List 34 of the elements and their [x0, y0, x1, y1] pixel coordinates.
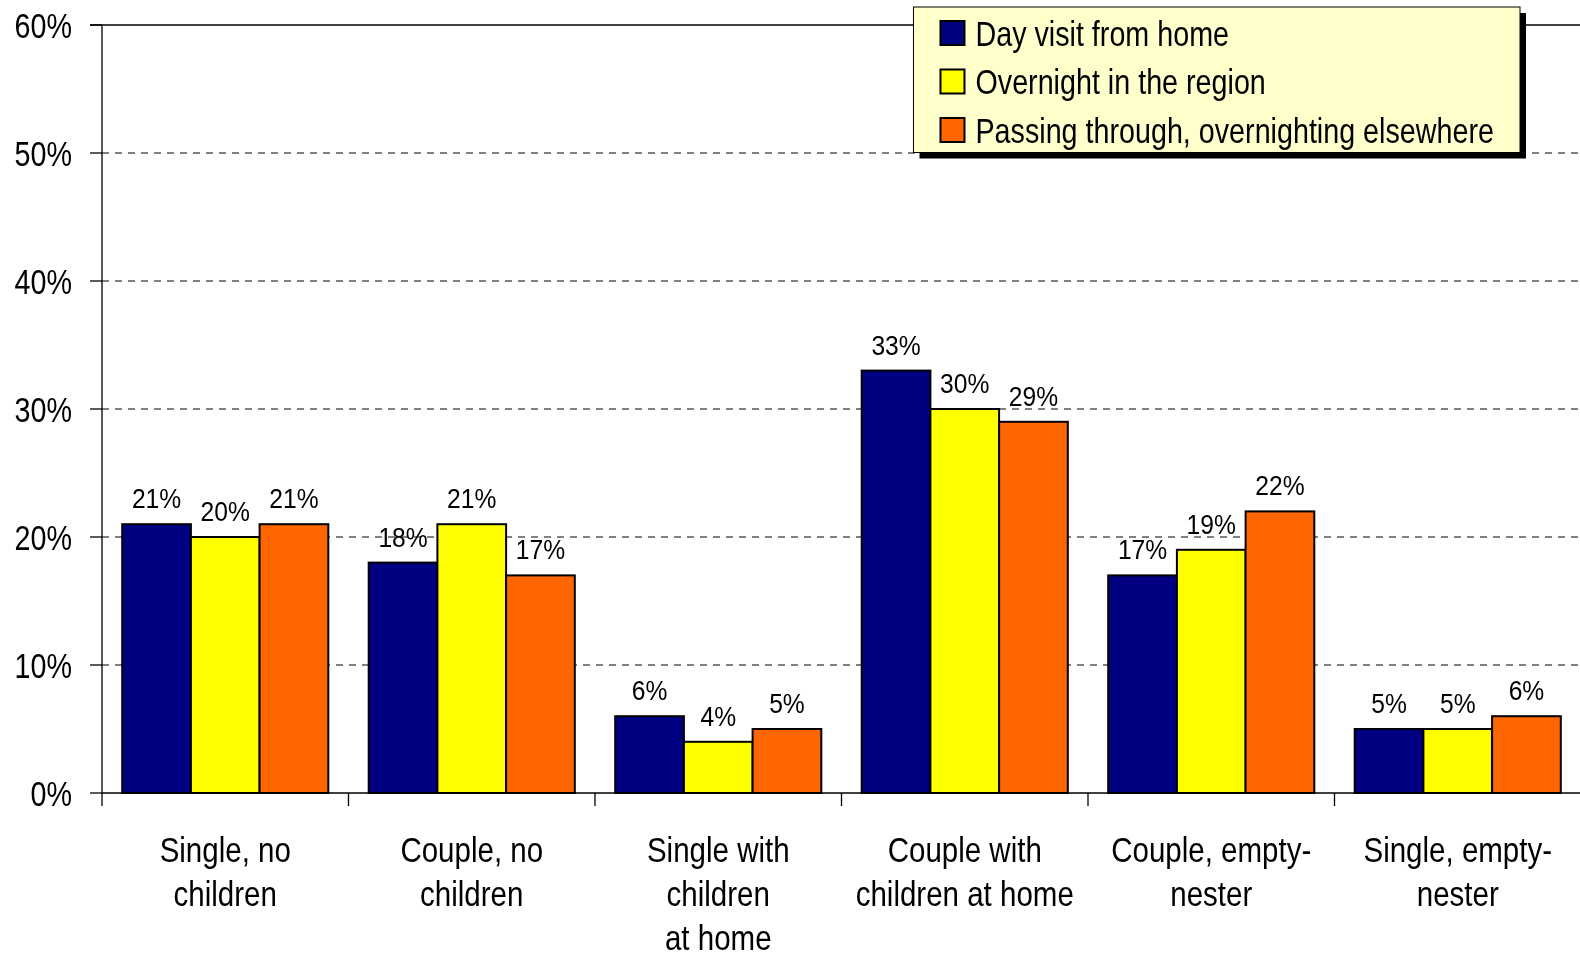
y-tick-label: 20%: [14, 517, 72, 558]
data-label: 17%: [1117, 533, 1168, 566]
x-tick-label: Single with children at home: [646, 829, 790, 954]
y-tick-label: 0%: [30, 773, 72, 814]
y-tick-label: 60%: [14, 5, 72, 46]
data-label: 18%: [378, 521, 428, 553]
x-tick-label: Couple, empty- nester: [1111, 829, 1312, 914]
legend-label: Passing through, overnighting elsewhere: [975, 110, 1494, 151]
data-label: 30%: [940, 367, 990, 400]
data-label: 22%: [1255, 469, 1305, 502]
data-label: 5%: [1439, 687, 1476, 720]
legend-label: Overnight in the region: [975, 62, 1266, 102]
data-label: 5%: [769, 687, 805, 720]
data-label: 6%: [631, 674, 668, 707]
data-label: 17%: [515, 533, 566, 566]
data-label: 21%: [447, 482, 497, 515]
x-tick-label: Single, no children: [159, 829, 291, 914]
x-tick-label: Single, empty- nester: [1363, 829, 1553, 914]
y-tick-label: 30%: [14, 389, 72, 430]
y-tick-label: 50%: [14, 133, 72, 174]
y-tick-label: 40%: [14, 261, 72, 302]
data-label: 5%: [1371, 687, 1407, 720]
y-tick-label: 10%: [14, 645, 72, 686]
data-label: 20%: [200, 495, 250, 528]
data-label: 19%: [1186, 508, 1236, 541]
data-label: 21%: [269, 482, 319, 515]
x-tick-label: Couple with children at home: [855, 829, 1074, 914]
data-label: 29%: [1008, 380, 1059, 413]
x-tick-label: Couple, no children: [400, 829, 544, 914]
legend-label: Day visit from home: [975, 13, 1230, 54]
data-label: 21%: [131, 482, 182, 515]
data-label: 33%: [871, 329, 921, 361]
data-label: 4%: [700, 700, 737, 733]
data-label: 6%: [1508, 674, 1545, 707]
